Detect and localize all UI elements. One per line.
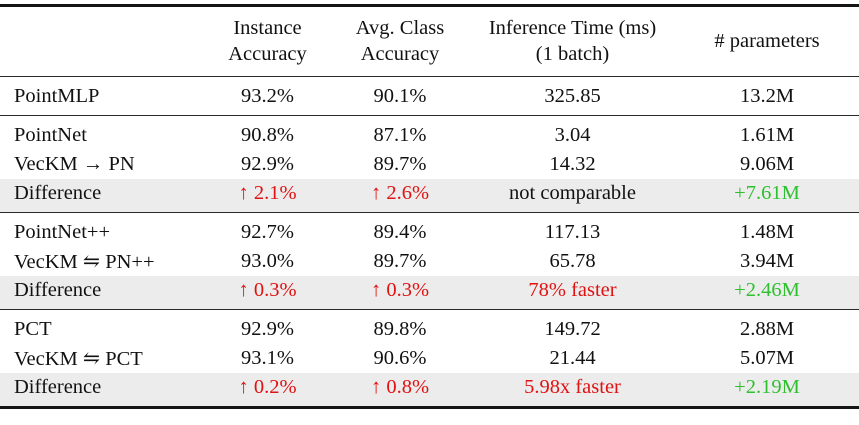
value-cell: 89.7% [373,250,427,272]
model-name-cell: Difference [14,182,102,204]
model-column-header [0,6,205,77]
value-cell: 5.98x faster [524,376,621,398]
model-name-cell: VecKM ⇋ PCT [14,348,143,370]
value-cell: ↑ 0.8% [370,376,430,398]
model-name-cell: PCT [14,318,52,340]
model-name-cell: Difference [14,279,102,301]
table-row: PointMLP 93.2% 90.1% 325.85 13.2M [0,77,859,116]
value-cell: 5.07M [739,347,795,369]
value-cell: 87.1% [373,124,427,146]
model-name-cell: PointMLP [14,85,100,107]
value-cell: 3.04 [554,124,591,146]
value-cell: 93.2% [241,85,294,107]
value-cell: ↑ 0.2% [238,376,297,398]
table-row: PointNet++ 92.7% 89.4% 117.13 1.48M [0,213,859,248]
value-cell: 92.7% [241,221,294,243]
table-section: PCT 92.9% 89.8% 149.72 2.88M VecKM ⇋ PCT 93.1%… [0,309,859,408]
value-cell: 78% faster [528,279,617,301]
table-header: Instance Accuracy Avg. Class Accuracy Infere… [0,6,859,77]
model-name-cell: VecKM → PN [14,153,135,175]
table-row: PCT 92.9% 89.8% 149.72 2.88M [0,310,859,345]
value-cell: ↑ 2.1% [238,182,297,204]
results-table: Instance Accuracy Avg. Class Accuracy Infere… [0,4,859,409]
table-section: PointNet 90.8% 87.1% 3.04 1.61M VecKM → PN 92.… [0,115,859,213]
value-cell: 65.78 [549,250,596,272]
value-cell: 3.94M [739,250,795,272]
value-cell: 117.13 [544,221,601,243]
value-cell: ↑ 2.6% [370,182,430,204]
column-header: # parameters [714,30,820,52]
value-cell: 1.61M [739,124,795,146]
value-cell: 89.8% [373,318,427,340]
value-cell: 92.9% [241,318,294,340]
value-cell: 14.32 [549,153,596,175]
value-cell: +2.46M [734,279,800,301]
value-cell: ↑ 0.3% [238,279,297,301]
value-cell: 90.1% [373,85,427,107]
table-section: PointMLP 93.2% 90.1% 325.85 13.2M [0,76,859,116]
value-cell: 2.88M [739,318,795,340]
value-cell: 90.8% [241,124,294,146]
difference-row: Difference ↑ 0.2% ↑ 0.8% 5.98x faster +2.19M [0,373,859,408]
table-row: VecKM ⇋ PCT 93.1% 90.6% 21.44 5.07M [0,344,859,373]
model-name-cell: PointNet [14,124,87,146]
value-cell: 21.44 [549,347,596,369]
value-cell: 92.9% [241,153,294,175]
value-cell: 325.85 [544,85,601,107]
value-cell: not comparable [509,182,636,204]
table-row: VecKM → PN 92.9% 89.7% 14.32 9.06M [0,150,859,179]
column-header: Avg. Class Accuracy [355,17,445,65]
value-cell: +2.19M [734,376,800,398]
value-cell: 9.06M [739,153,795,175]
model-name-cell: VecKM ⇋ PN++ [14,251,155,273]
model-name-cell: PointNet++ [14,221,111,243]
table-row: VecKM ⇋ PN++ 93.0% 89.7% 65.78 3.94M [0,247,859,276]
column-header: Inference Time (ms) (1 batch) [488,17,657,65]
value-cell: 1.48M [739,221,795,243]
model-name-cell: Difference [14,376,102,398]
value-cell: 89.7% [373,153,427,175]
value-cell: 149.72 [544,318,601,340]
value-cell: 93.1% [241,347,294,369]
table-section: PointNet++ 92.7% 89.4% 117.13 1.48M VecKM ⇋ P… [0,212,859,310]
difference-row: Difference ↑ 2.1% ↑ 2.6% not comparable +7.6… [0,179,859,213]
value-cell: 93.0% [241,250,294,272]
value-cell: +7.61M [734,182,800,204]
header-row: Instance Accuracy Avg. Class Accuracy Infere… [0,6,859,77]
difference-row: Difference ↑ 0.3% ↑ 0.3% 78% faster +2.46M [0,276,859,310]
value-cell: 90.6% [373,347,427,369]
table-row: PointNet 90.8% 87.1% 3.04 1.61M [0,116,859,151]
value-cell: ↑ 0.3% [370,279,430,301]
column-header: Instance Accuracy [228,17,307,65]
value-cell: 89.4% [373,221,427,243]
value-cell: 13.2M [739,85,795,107]
